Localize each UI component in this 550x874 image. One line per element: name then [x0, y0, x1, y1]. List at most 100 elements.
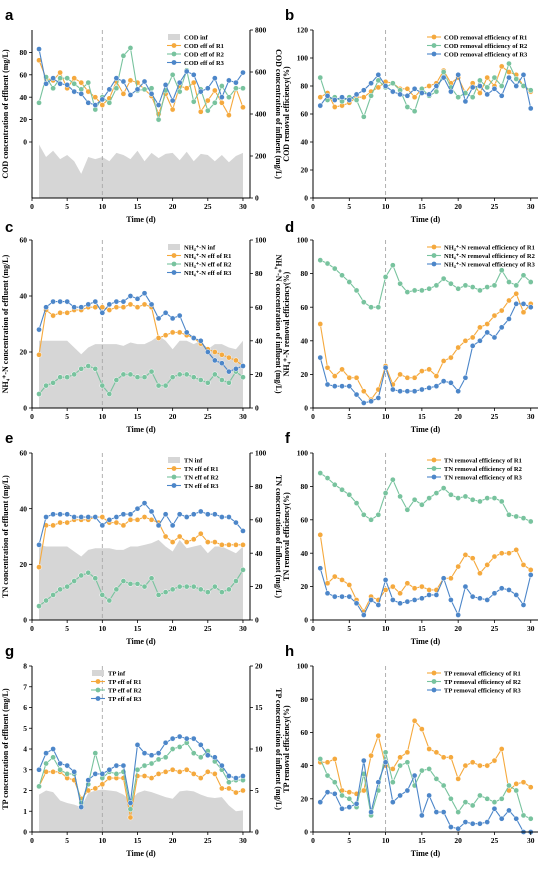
data-point [64, 511, 71, 518]
data-point [360, 299, 367, 306]
data-point [368, 809, 374, 815]
data-point [411, 585, 418, 592]
data-point [455, 344, 462, 351]
data-point [433, 373, 440, 379]
x-tick-label: 30 [527, 202, 535, 211]
data-point [190, 771, 197, 777]
y-tick-label: 60 [20, 236, 28, 245]
x-tick-label: 15 [418, 202, 426, 211]
x-tick-label: 10 [382, 624, 390, 633]
data-point [346, 804, 353, 810]
y-tick-label: 60 [20, 449, 28, 458]
data-point [426, 384, 432, 391]
y-tick-label: 0 [304, 828, 308, 837]
data-point [433, 809, 440, 815]
data-point [324, 789, 331, 796]
x-tick-label: 0 [311, 624, 315, 633]
data-point [339, 593, 345, 600]
data-point [382, 577, 389, 583]
data-point [92, 365, 99, 372]
data-point [419, 583, 425, 590]
data-point [183, 539, 190, 545]
data-point [141, 773, 148, 779]
data-point [85, 363, 92, 369]
y2-tick-label: 0 [255, 194, 259, 203]
data-point [375, 602, 382, 608]
data-point [36, 564, 42, 570]
data-point [411, 108, 418, 115]
data-point [113, 771, 120, 777]
data-point [183, 583, 190, 590]
data-point [57, 519, 63, 526]
data-point [155, 750, 162, 757]
data-point [404, 374, 411, 381]
data-point [197, 337, 204, 344]
data-point [513, 290, 520, 297]
data-point [491, 312, 498, 319]
data-point [148, 575, 155, 582]
x-tick-label: 0 [311, 412, 315, 421]
data-point [498, 83, 505, 89]
data-point [339, 94, 345, 101]
data-point [433, 592, 440, 598]
data-point [375, 779, 382, 786]
data-point [127, 293, 134, 299]
data-point [141, 762, 148, 769]
data-point [155, 335, 162, 341]
data-point [92, 94, 99, 101]
data-point [339, 383, 345, 390]
data-point [484, 795, 491, 802]
data-point [404, 85, 411, 92]
data-point [141, 301, 148, 308]
panel-label: e [5, 430, 13, 447]
data-point [233, 519, 239, 526]
data-point [317, 354, 324, 361]
data-point [331, 779, 338, 786]
data-point [176, 511, 183, 518]
legend-label: NH₄⁺-N removal efficiency of R1 [444, 245, 535, 252]
data-point [331, 593, 338, 600]
data-point [127, 580, 134, 587]
data-point [419, 726, 425, 732]
data-point [469, 759, 476, 766]
data-point [226, 354, 232, 361]
data-point [513, 300, 520, 307]
data-point [134, 516, 141, 523]
data-point [99, 592, 106, 598]
data-point [353, 97, 360, 103]
data-point [176, 312, 183, 319]
data-point [317, 321, 324, 327]
data-point [113, 586, 120, 593]
data-point [155, 592, 162, 598]
legend-label: NH₄⁺-N inf [184, 245, 216, 252]
y2-tick-label: 400 [255, 110, 267, 119]
data-point [169, 71, 176, 78]
data-point [197, 377, 204, 383]
data-point [57, 511, 63, 518]
data-point [419, 501, 425, 508]
data-point [368, 516, 374, 523]
data-point [176, 371, 183, 378]
data-point [57, 760, 63, 767]
data-point [162, 332, 169, 339]
x-tick-label: 15 [134, 412, 142, 421]
data-point [455, 495, 462, 501]
data-point [169, 766, 176, 773]
data-point [43, 760, 49, 767]
data-point [64, 771, 71, 777]
x-tick-label: 0 [30, 836, 34, 845]
x-tick-label: 15 [134, 624, 142, 633]
x-axis-title: Time (d) [411, 849, 441, 858]
legend-label: TN removal efficiency of R2 [444, 466, 522, 473]
data-point [219, 514, 225, 520]
data-point [50, 754, 56, 761]
y2-tick-label: 0 [255, 828, 259, 837]
data-point [368, 398, 374, 405]
legend-label: COD removal efficiency of R1 [444, 35, 527, 42]
data-point [204, 511, 211, 518]
data-point [375, 304, 382, 311]
data-point [162, 739, 169, 746]
panel-label: c [5, 219, 13, 236]
x-tick-label: 25 [491, 412, 499, 421]
data-point [346, 593, 353, 600]
